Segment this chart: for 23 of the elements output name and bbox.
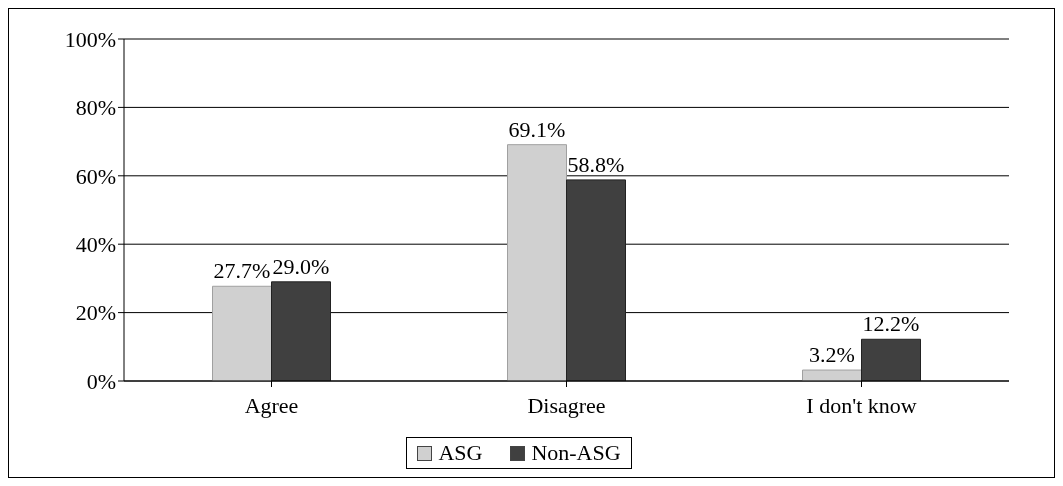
y-tick-label: 60%	[75, 163, 116, 189]
data-label: 58.8%	[567, 151, 625, 177]
y-tick-label: 20%	[75, 300, 116, 326]
x-tick-label: Agree	[244, 392, 299, 418]
y-tick-label: 80%	[75, 95, 116, 121]
bar	[507, 144, 567, 381]
data-label: 27.7%	[213, 258, 271, 284]
bar	[271, 281, 331, 381]
data-label: 12.2%	[862, 311, 920, 337]
y-tick-label: 100%	[64, 26, 116, 52]
bar	[861, 338, 921, 381]
bar	[566, 179, 626, 381]
data-label: 69.1%	[508, 116, 566, 142]
bar	[802, 369, 862, 381]
x-tick-label: Disagree	[527, 392, 606, 418]
y-tick-label: 0%	[86, 368, 116, 394]
legend-label: ASG	[437, 440, 483, 466]
data-label: 3.2%	[809, 342, 855, 368]
bar	[212, 285, 272, 381]
y-tick-label: 40%	[75, 232, 116, 258]
x-tick-label: I don't know	[806, 392, 917, 418]
data-label: 29.0%	[272, 253, 330, 279]
legend-label: Non-ASG	[530, 440, 621, 466]
